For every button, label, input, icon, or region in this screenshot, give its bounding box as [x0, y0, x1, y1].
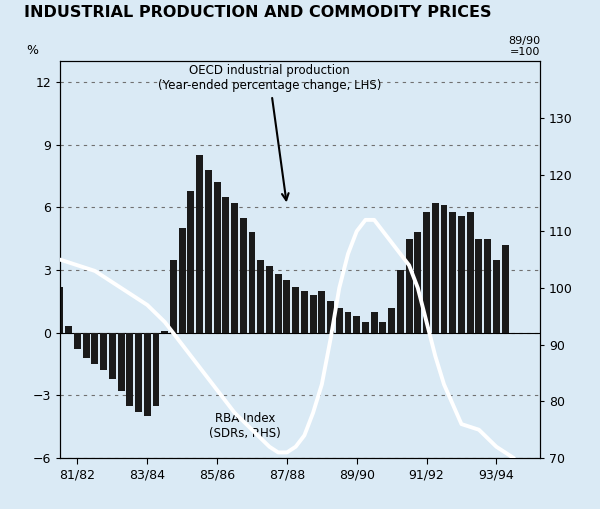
Bar: [301, 291, 308, 333]
Bar: [152, 333, 160, 406]
Bar: [292, 287, 299, 333]
Bar: [449, 212, 456, 333]
Bar: [423, 212, 430, 333]
Bar: [127, 333, 133, 406]
Bar: [415, 233, 421, 333]
Bar: [214, 182, 221, 333]
Text: %: %: [26, 44, 38, 57]
Bar: [379, 322, 386, 333]
Bar: [432, 203, 439, 333]
Bar: [467, 212, 473, 333]
Bar: [336, 307, 343, 333]
Bar: [223, 197, 229, 333]
Bar: [397, 270, 404, 333]
Bar: [388, 307, 395, 333]
Bar: [196, 155, 203, 333]
Bar: [319, 291, 325, 333]
Bar: [371, 312, 377, 333]
Bar: [440, 205, 448, 333]
Bar: [65, 326, 72, 333]
Bar: [240, 218, 247, 333]
Bar: [109, 333, 116, 379]
Bar: [475, 239, 482, 333]
Text: RBA Index
(SDRs, RHS): RBA Index (SDRs, RHS): [209, 412, 281, 440]
Bar: [257, 260, 264, 333]
Bar: [493, 260, 500, 333]
Bar: [484, 239, 491, 333]
Bar: [179, 228, 185, 333]
Text: INDUSTRIAL PRODUCTION AND COMMODITY PRICES: INDUSTRIAL PRODUCTION AND COMMODITY PRIC…: [24, 5, 491, 20]
Bar: [118, 333, 125, 391]
Text: OECD industrial production
(Year-ended percentage change, LHS): OECD industrial production (Year-ended p…: [158, 65, 381, 200]
Bar: [458, 216, 465, 333]
Bar: [161, 331, 168, 333]
Bar: [170, 260, 177, 333]
Bar: [144, 333, 151, 416]
Bar: [74, 333, 81, 350]
Bar: [83, 333, 89, 358]
Bar: [56, 287, 64, 333]
Bar: [353, 316, 360, 333]
Bar: [91, 333, 98, 364]
Bar: [248, 233, 256, 333]
Bar: [187, 191, 194, 333]
Bar: [310, 295, 317, 333]
Bar: [135, 333, 142, 412]
Bar: [362, 322, 369, 333]
Bar: [502, 245, 509, 333]
Bar: [275, 274, 281, 333]
Bar: [344, 312, 352, 333]
Bar: [231, 203, 238, 333]
Bar: [406, 239, 413, 333]
Bar: [205, 169, 212, 333]
Bar: [283, 280, 290, 333]
Text: 89/90
=100: 89/90 =100: [508, 36, 540, 57]
Bar: [327, 301, 334, 333]
Bar: [100, 333, 107, 371]
Bar: [266, 266, 273, 333]
